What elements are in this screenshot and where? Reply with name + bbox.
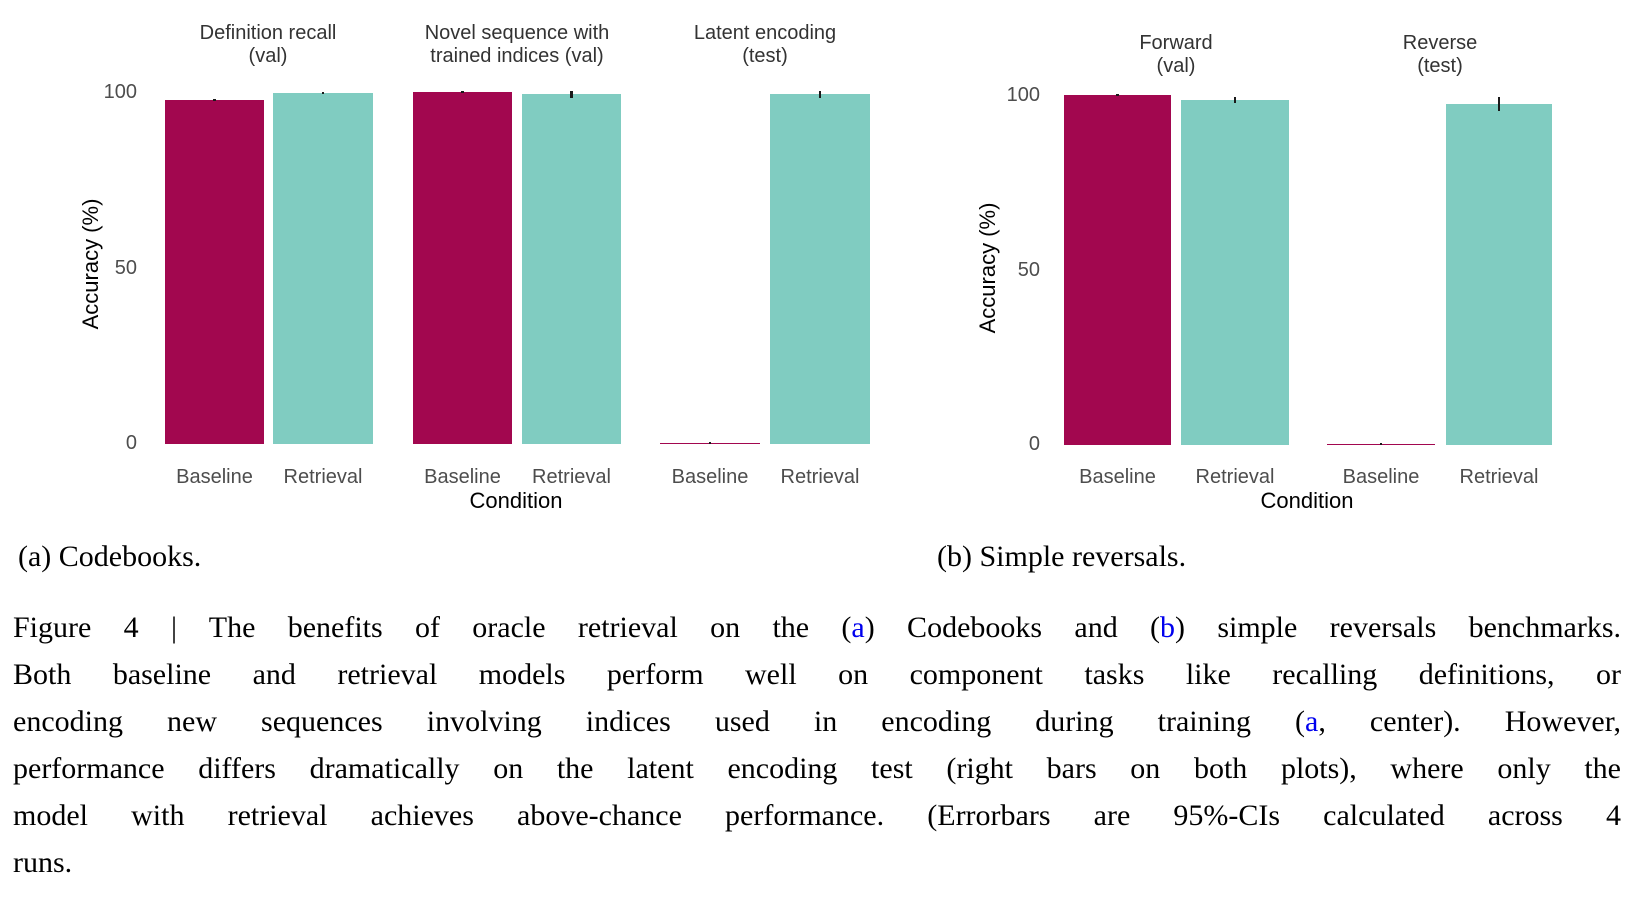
caption-line: Both baseline and retrieval models perfo…: [13, 651, 1621, 698]
x-tick-label: Retrieval: [283, 466, 363, 488]
error-bar: [321, 91, 325, 95]
x-tick-label: Retrieval: [1459, 466, 1539, 488]
y-tick-label: 50: [1017, 258, 1040, 281]
error-bar: [708, 441, 712, 444]
error-bar: [1497, 96, 1501, 112]
bar-baseline: [165, 100, 264, 444]
figure-caption: Figure 4 | The benefits of oracle retrie…: [13, 604, 1621, 886]
subcaption-b: (b) Simple reversals.: [937, 540, 1187, 573]
x-axis-label: Condition: [1260, 488, 1354, 513]
bar-baseline: [413, 91, 512, 444]
error-bar: [1116, 94, 1119, 97]
caption-line: Figure 4 | The benefits of oracle retrie…: [13, 604, 1621, 651]
bar-retrieval: [1181, 100, 1289, 445]
facet-title: Latent encoding (test): [693, 22, 837, 67]
x-tick-label: Retrieval: [532, 466, 611, 488]
caption-text: ) simple reversals benchmarks.: [1175, 611, 1622, 644]
caption-text: , center). However,: [1318, 705, 1621, 738]
bar-baseline: [1064, 95, 1171, 445]
error-bar: [213, 99, 216, 102]
bar-retrieval: [1446, 104, 1552, 445]
x-axis-label: Condition: [469, 488, 563, 513]
caption-text: model with retrieval achieves above-chan…: [13, 799, 1621, 832]
y-tick-label: 50: [114, 256, 137, 279]
caption-line: runs.: [13, 839, 1621, 886]
caption-line: encoding new sequences involving indices…: [13, 698, 1621, 745]
caption-line: model with retrieval achieves above-chan…: [13, 792, 1621, 839]
y-tick-label: 100: [103, 81, 137, 103]
y-tick-label: 100: [1006, 84, 1040, 106]
caption-text: Both baseline and retrieval models perfo…: [13, 658, 1621, 691]
facet-title: Reverse (test): [1402, 32, 1478, 77]
x-tick-label: Baseline: [424, 466, 501, 488]
x-tick-label: Retrieval: [780, 466, 860, 488]
y-tick-label: 0: [125, 432, 137, 454]
error-bar: [818, 90, 822, 98]
subcaption-a: (a) Codebooks.: [18, 540, 202, 573]
x-tick-label: Retrieval: [1195, 466, 1275, 488]
caption-text: encoding new sequences involving indices…: [13, 705, 1306, 738]
caption-line: performance differs dramatically on the …: [13, 745, 1621, 792]
x-tick-label: Baseline: [176, 466, 253, 488]
error-bar: [1233, 97, 1237, 103]
caption-ref-link[interactable]: a: [1305, 705, 1319, 738]
caption-text: runs.: [13, 846, 73, 879]
y-axis-label: Accuracy (%): [975, 202, 1000, 334]
caption-text: Figure 4 | The benefits of oracle retrie…: [13, 611, 852, 644]
caption-ref-link[interactable]: a: [851, 611, 865, 644]
caption-text: performance differs dramatically on the …: [13, 752, 1621, 785]
x-tick-label: Baseline: [1342, 466, 1420, 488]
facet-title: Novel sequence with trained indices (val…: [424, 22, 610, 67]
error-bar: [570, 90, 573, 98]
facet-title: Forward (val): [1139, 32, 1213, 77]
error-bar: [461, 90, 464, 93]
facet-title: Definition recall (val): [199, 22, 337, 67]
x-tick-label: Baseline: [1079, 466, 1156, 488]
y-axis-label: Accuracy (%): [78, 198, 103, 330]
caption-text: ) Codebooks and (: [864, 611, 1161, 644]
error-bar: [1379, 442, 1383, 445]
caption-ref-link[interactable]: b: [1160, 611, 1176, 644]
bar-retrieval: [770, 94, 870, 444]
x-tick-label: Baseline: [671, 466, 749, 488]
bar-retrieval: [522, 94, 621, 444]
y-tick-label: 0: [1028, 433, 1040, 455]
bar-retrieval: [273, 93, 373, 444]
